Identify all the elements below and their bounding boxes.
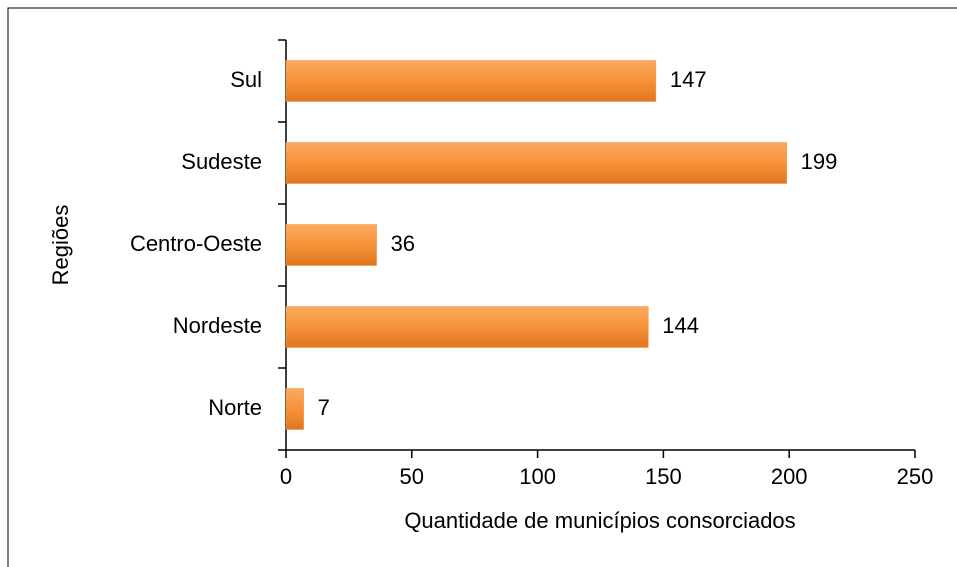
bar: [285, 142, 787, 184]
x-tick-label: 0: [280, 464, 292, 489]
x-tick-label: 250: [897, 464, 934, 489]
bar: [285, 388, 304, 430]
x-axis-title: Quantidade de municípios consorciados: [404, 508, 795, 533]
bar: [285, 224, 377, 266]
x-tick-label: 100: [519, 464, 556, 489]
data-label: 7: [318, 395, 330, 420]
y-axis-title: Regiões: [48, 205, 73, 286]
bar: [285, 60, 657, 102]
x-tick-label: 200: [771, 464, 808, 489]
y-tick-label: Sul: [230, 67, 262, 92]
data-label: 144: [662, 313, 699, 338]
frame: [7, 7, 957, 567]
data-label: 36: [391, 231, 415, 256]
x-tick-label: 50: [400, 464, 424, 489]
y-tick-label: Centro-Oeste: [130, 231, 262, 256]
y-tick-label: Norte: [208, 395, 262, 420]
x-tick-label: 150: [645, 464, 682, 489]
y-tick-label: Nordeste: [173, 313, 262, 338]
bar: [285, 306, 649, 348]
data-label: 199: [801, 149, 838, 174]
data-label: 147: [670, 67, 707, 92]
y-tick-label: Sudeste: [181, 149, 262, 174]
